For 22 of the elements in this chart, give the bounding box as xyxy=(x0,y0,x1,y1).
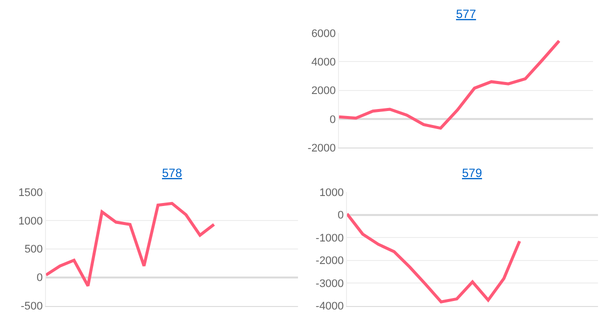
y-tick-label: 2000 xyxy=(311,85,336,98)
line-series xyxy=(339,39,561,130)
y-tick-label: 1500 xyxy=(18,186,43,199)
y-tick-label: -3000 xyxy=(316,278,344,290)
y-tick-label: -2000 xyxy=(308,142,336,155)
y-tick-label: 1000 xyxy=(319,186,344,199)
y-tick-label: -1000 xyxy=(316,232,344,244)
y-tick-label: 6000 xyxy=(311,28,336,40)
y-tick-label: -500 xyxy=(20,300,43,313)
y-tick-label: 500 xyxy=(24,244,43,256)
y-tick-label: 0 xyxy=(338,210,344,222)
y-tick-label: 4000 xyxy=(311,56,336,68)
y-tick-label: -4000 xyxy=(316,300,344,313)
y-tick-label: -2000 xyxy=(316,255,344,268)
line-series xyxy=(347,212,522,304)
y-tick-label: 0 xyxy=(330,114,336,126)
chart-title: 578 xyxy=(162,166,182,180)
y-tick-label: 0 xyxy=(36,272,43,284)
y-tick-label: 1000 xyxy=(18,215,43,228)
chart-title: 577 xyxy=(456,7,476,21)
line-series xyxy=(46,202,216,288)
chart-title: 579 xyxy=(462,166,482,180)
